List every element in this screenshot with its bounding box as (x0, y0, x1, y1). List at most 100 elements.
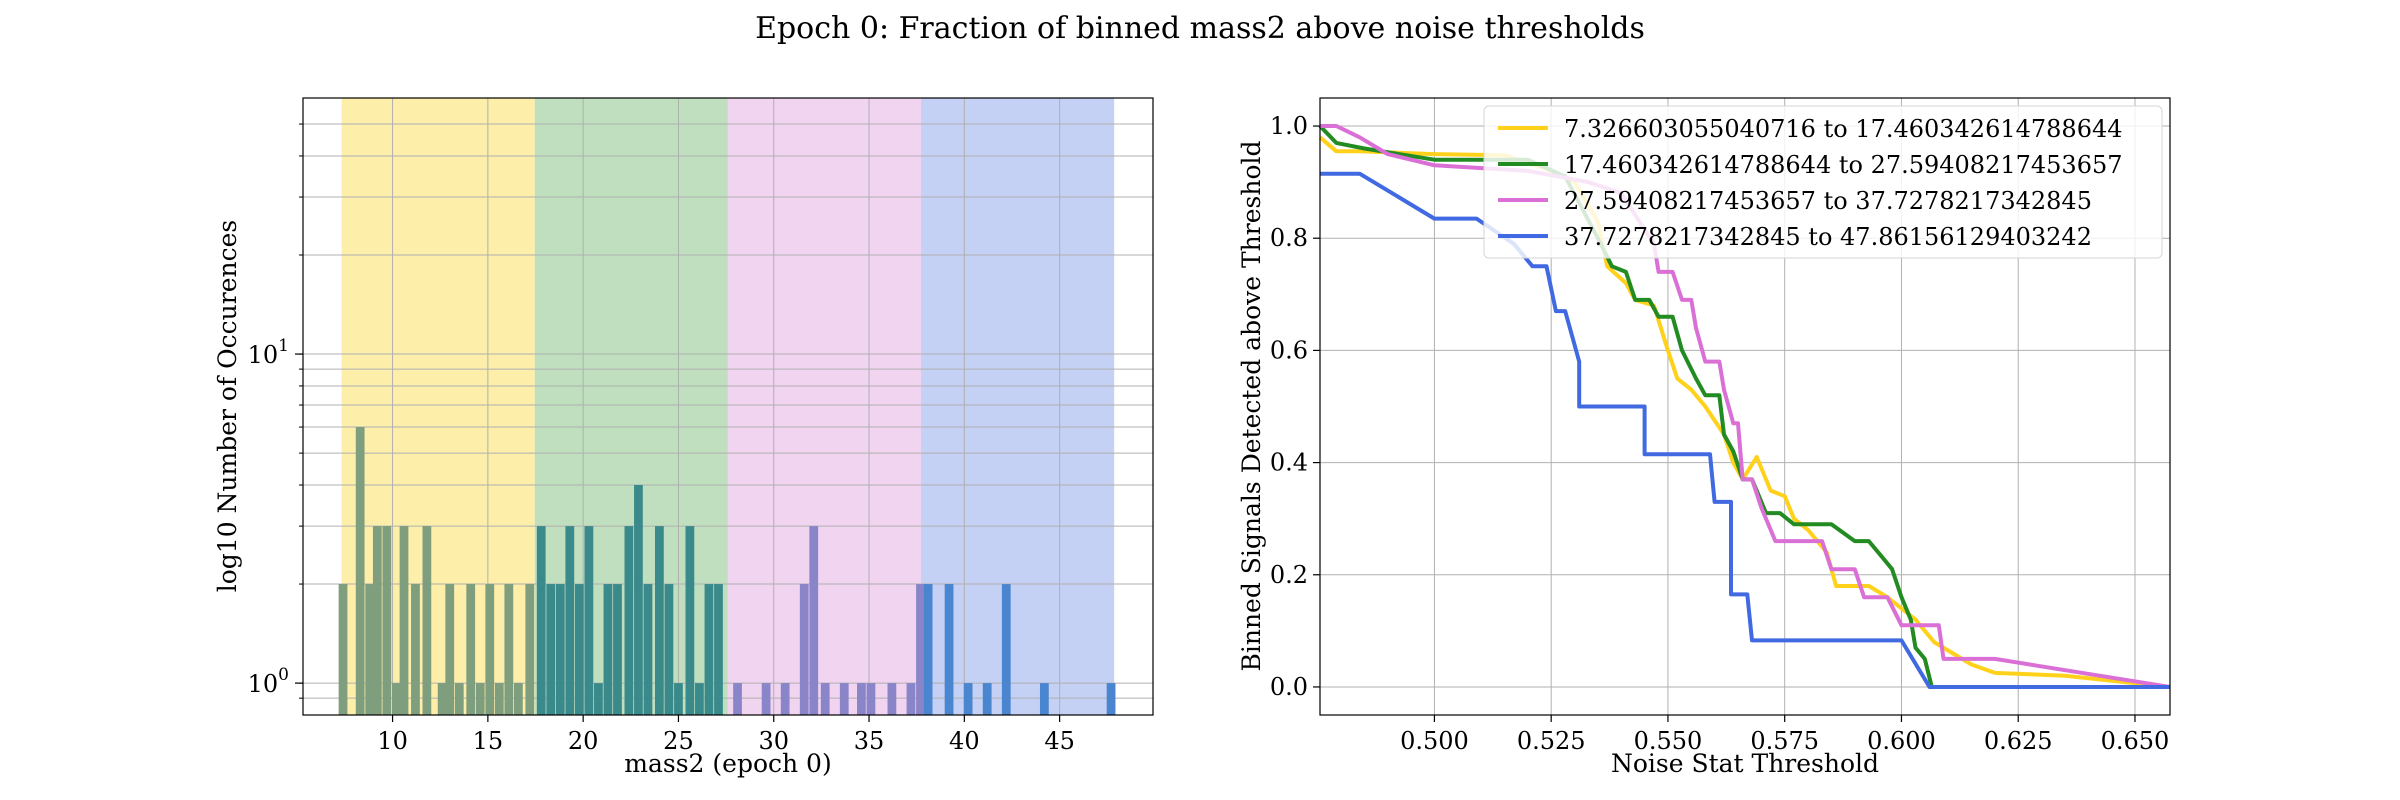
threshold-x-tick-label: 0.650 (2101, 727, 2170, 755)
histogram-bar (906, 683, 916, 715)
legend-entry-label-4: 37.7278217342845 to 47.86156129403242 (1564, 223, 2092, 251)
legend: 7.326603055040716 to 17.460342614788644 1… (1483, 105, 2163, 259)
histogram-bar (761, 683, 771, 715)
histogram-x-tick-label: 25 (663, 727, 694, 755)
histogram-bar (695, 683, 704, 715)
histogram-bar (1106, 683, 1116, 715)
figure-title: Epoch 0: Fraction of binned mass2 above … (755, 11, 1645, 46)
histogram-bar (944, 584, 954, 715)
legend-entry-label-1: 7.326603055040716 to 17.460342614788644 (1564, 115, 2123, 143)
histogram-bar (916, 584, 925, 715)
histogram-bar (365, 584, 375, 715)
threshold-y-tick-label: 0.0 (1270, 673, 1308, 701)
histogram-bar (504, 584, 514, 715)
threshold-x-tick-label: 0.525 (1517, 727, 1586, 755)
histogram-bar (338, 584, 348, 715)
threshold-y-tick-label: 0.6 (1270, 336, 1308, 364)
histogram-bar (584, 526, 594, 715)
histogram-bar (445, 584, 455, 715)
histogram-x-tick-label: 30 (758, 727, 789, 755)
histogram-bar (372, 526, 382, 715)
histogram-bar (485, 584, 495, 715)
histogram-bar (546, 584, 556, 715)
threshold-y-tick-label: 0.2 (1270, 561, 1308, 589)
histogram-y-label: log10 Number of Occurences (213, 220, 242, 593)
histogram-bar (411, 584, 420, 715)
histogram-bar (422, 526, 432, 715)
histogram-y-tick-label: 101 (248, 336, 289, 369)
histogram-bar (809, 526, 819, 715)
histogram-bar (594, 683, 603, 715)
threshold-x-tick-label: 0.500 (1400, 727, 1469, 755)
threshold-y-label: Binned Signals Detected above Threshold (1237, 140, 1266, 671)
threshold-frame (1319, 97, 2171, 716)
histogram-bar (355, 427, 365, 715)
threshold-x-label: Noise Stat Threshold (1611, 749, 1879, 778)
histogram-bar (664, 584, 674, 715)
histogram-bar (613, 584, 622, 715)
histogram-bars (338, 427, 1116, 715)
histogram-bar (704, 584, 714, 715)
histogram-x-label: mass2 (epoch 0) (624, 749, 831, 778)
histogram-bar (634, 484, 643, 715)
histogram-ticks: 10 15 20 25 30 35 40 45 100 101 (248, 123, 1075, 755)
mass-band-regions (341, 98, 1115, 715)
histogram-grid (303, 98, 1153, 715)
mass-band-3 (727, 98, 922, 715)
histogram-bar (624, 526, 634, 715)
legend-entry-label-2: 17.460342614788644 to 27.59408217453657 (1564, 151, 2123, 179)
histogram-bar (494, 683, 504, 715)
legend-box (1483, 105, 2163, 259)
threshold-y-tick-label: 0.4 (1270, 449, 1308, 477)
threshold-y-tick-label: 0.8 (1270, 224, 1308, 252)
histogram-x-tick-label: 20 (568, 727, 599, 755)
histogram-bar (643, 584, 653, 715)
histogram-bar (982, 683, 992, 715)
histogram-bar (685, 526, 695, 715)
histogram-panel: 10 15 20 25 30 35 40 45 100 101 mass2 (epoch 0) l… (213, 97, 1154, 778)
histogram-bar (454, 683, 464, 715)
histogram-bar (382, 526, 392, 715)
histogram-bar (674, 683, 683, 715)
histogram-bar (603, 584, 613, 715)
histogram-bar (733, 683, 742, 715)
histogram-bar (799, 584, 809, 715)
histogram-bar (866, 683, 876, 715)
histogram-bar (839, 683, 849, 715)
histogram-bar (655, 526, 664, 715)
histogram-bar (475, 683, 485, 715)
threshold-x-tick-label: 0.600 (1867, 727, 1936, 755)
histogram-bar (574, 584, 584, 715)
histogram-bar (525, 584, 535, 715)
histogram-x-tick-label: 10 (377, 727, 408, 755)
histogram-bar (565, 526, 575, 715)
histogram-bar (887, 683, 897, 715)
histogram-bar (555, 584, 565, 715)
histogram-bar (857, 683, 866, 715)
threshold-x-tick-label: 0.625 (1984, 727, 2053, 755)
histogram-x-tick-label: 35 (854, 727, 885, 755)
histogram-bar (1001, 584, 1011, 715)
histogram-bar (392, 683, 401, 715)
histogram-bar (963, 683, 973, 715)
histogram-bar (513, 683, 523, 715)
histogram-bar (536, 526, 546, 715)
threshold-x-tick-label: 0.575 (1750, 727, 1819, 755)
histogram-bar (714, 584, 723, 715)
histogram-x-tick-label: 45 (1044, 727, 1075, 755)
histogram-x-tick-label: 15 (473, 727, 504, 755)
threshold-panel: 0.500 0.525 0.550 0.575 0.600 0.625 0.650 0.0 0.… (1237, 97, 2171, 778)
threshold-ticks: 0.500 0.525 0.550 0.575 0.600 0.625 0.650 0.0 0.… (1270, 112, 2170, 755)
histogram-frame (302, 97, 1154, 716)
threshold-x-tick-label: 0.550 (1634, 727, 1703, 755)
histogram-bar (923, 584, 933, 715)
histogram-x-tick-label: 40 (949, 727, 980, 755)
histogram-bar (437, 683, 447, 715)
histogram-bar (466, 584, 476, 715)
histogram-bar (780, 683, 790, 715)
legend-entry-label-3: 27.59408217453657 to 37.7278217342845 (1564, 187, 2092, 215)
histogram-y-tick-label: 100 (248, 665, 289, 698)
histogram-bar (820, 683, 830, 715)
histogram-bar (399, 526, 409, 715)
